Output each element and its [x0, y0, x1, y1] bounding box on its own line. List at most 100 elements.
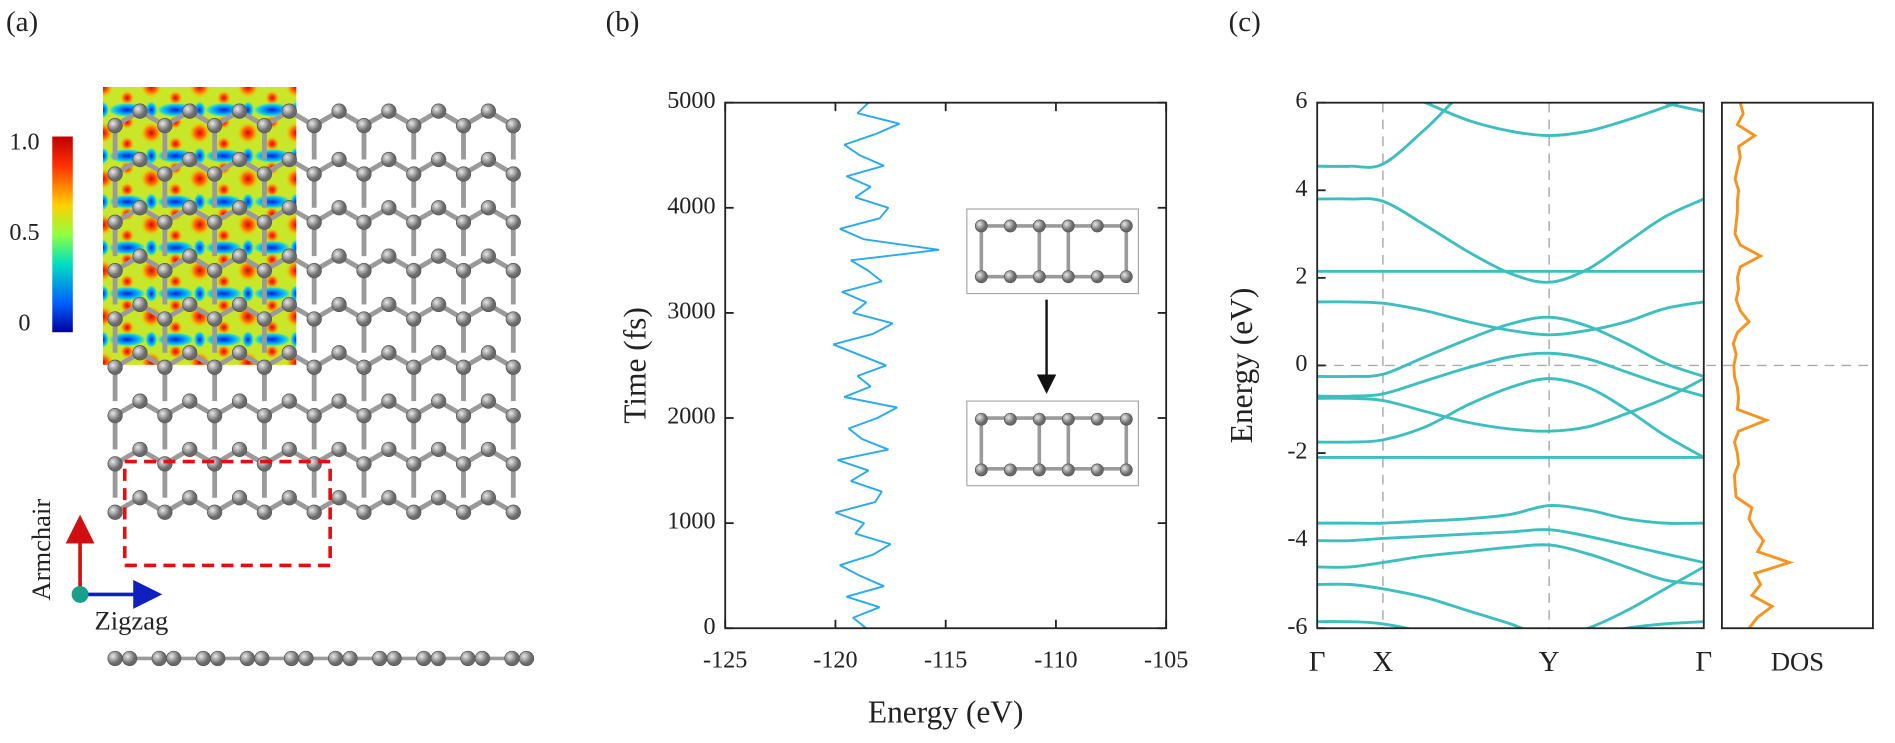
atom	[381, 296, 397, 313]
atom	[455, 166, 472, 182]
atom	[1119, 412, 1133, 426]
atom	[281, 248, 297, 264]
atom	[381, 490, 397, 506]
atom	[455, 311, 472, 327]
atom	[504, 650, 520, 667]
atom	[306, 504, 322, 520]
atom	[331, 296, 347, 313]
zigzag-label: Zigzag	[95, 605, 169, 635]
atom	[231, 248, 248, 264]
atom	[505, 311, 521, 327]
atom	[107, 311, 123, 327]
atom	[1003, 270, 1017, 284]
atom	[505, 166, 521, 182]
band	[1317, 315, 1704, 379]
atom	[107, 407, 123, 424]
atom	[231, 441, 248, 458]
x-tick-label: X	[1372, 646, 1393, 678]
atom	[356, 311, 372, 327]
atom	[455, 214, 472, 230]
atom	[281, 490, 297, 506]
atom	[406, 214, 422, 230]
y-tick-label: 2000	[667, 403, 715, 430]
atom	[298, 650, 314, 667]
atom	[157, 118, 173, 134]
band	[1317, 528, 1704, 564]
x-tick-label: Γ	[1695, 646, 1712, 678]
atom	[157, 166, 173, 182]
y-tick-label: 6	[1295, 87, 1307, 114]
atom	[157, 263, 173, 279]
atom	[182, 151, 198, 168]
atom	[416, 650, 432, 667]
atom	[281, 393, 297, 409]
band	[1317, 300, 1704, 337]
atom	[431, 248, 447, 264]
atom	[256, 504, 273, 520]
atom	[281, 345, 297, 361]
band	[1317, 620, 1704, 629]
atom	[281, 151, 297, 168]
atom	[207, 214, 223, 230]
colorbar-tick-label: 0.5	[9, 219, 39, 246]
atom	[182, 103, 198, 119]
atom	[406, 456, 422, 472]
y-axis-label: Energy (eV)	[1224, 288, 1259, 444]
atom	[107, 359, 123, 375]
atom	[1061, 463, 1075, 477]
atom	[431, 490, 447, 506]
atom	[107, 504, 123, 520]
atom	[306, 359, 322, 375]
atom	[254, 650, 270, 667]
band	[1421, 102, 1683, 138]
atom	[281, 200, 297, 216]
plot-frame	[1316, 101, 1705, 630]
atom	[1003, 219, 1017, 233]
atom	[1119, 270, 1133, 284]
atom	[356, 118, 372, 134]
atom	[327, 650, 344, 667]
atom	[1061, 219, 1075, 233]
y-tick-label: 5000	[667, 87, 715, 114]
atom	[342, 650, 358, 667]
atom	[356, 407, 372, 424]
atom	[455, 456, 472, 472]
atom	[331, 441, 347, 458]
atom	[157, 504, 173, 520]
atom	[455, 407, 472, 424]
inset-box	[966, 208, 1139, 295]
atom	[256, 407, 273, 424]
atom	[406, 263, 422, 279]
y-tick-label: -2	[1287, 438, 1307, 465]
atom	[331, 103, 347, 119]
atom	[182, 393, 198, 409]
atom	[306, 166, 322, 182]
atom	[480, 248, 497, 264]
atom	[132, 490, 148, 506]
atom	[1061, 270, 1075, 284]
x-axis-label: DOS	[1771, 647, 1824, 677]
atom	[381, 441, 397, 458]
y-tick-label: 4000	[667, 192, 715, 219]
atom	[406, 311, 422, 327]
atom	[455, 504, 472, 520]
x-tick-label: -120	[813, 647, 857, 674]
atom	[132, 345, 148, 361]
atom	[356, 166, 372, 182]
atom	[1090, 270, 1104, 284]
band	[1317, 504, 1704, 525]
atom	[406, 166, 422, 182]
lattice	[107, 103, 535, 667]
atom	[1003, 463, 1017, 477]
y-tick-label: 1000	[667, 508, 715, 535]
atom	[132, 200, 148, 216]
band	[1317, 377, 1704, 433]
atom	[974, 270, 988, 284]
x-tick-label: -125	[703, 647, 747, 674]
atom	[505, 456, 521, 472]
atom	[256, 214, 273, 230]
band	[1317, 197, 1704, 284]
band	[1317, 351, 1704, 398]
